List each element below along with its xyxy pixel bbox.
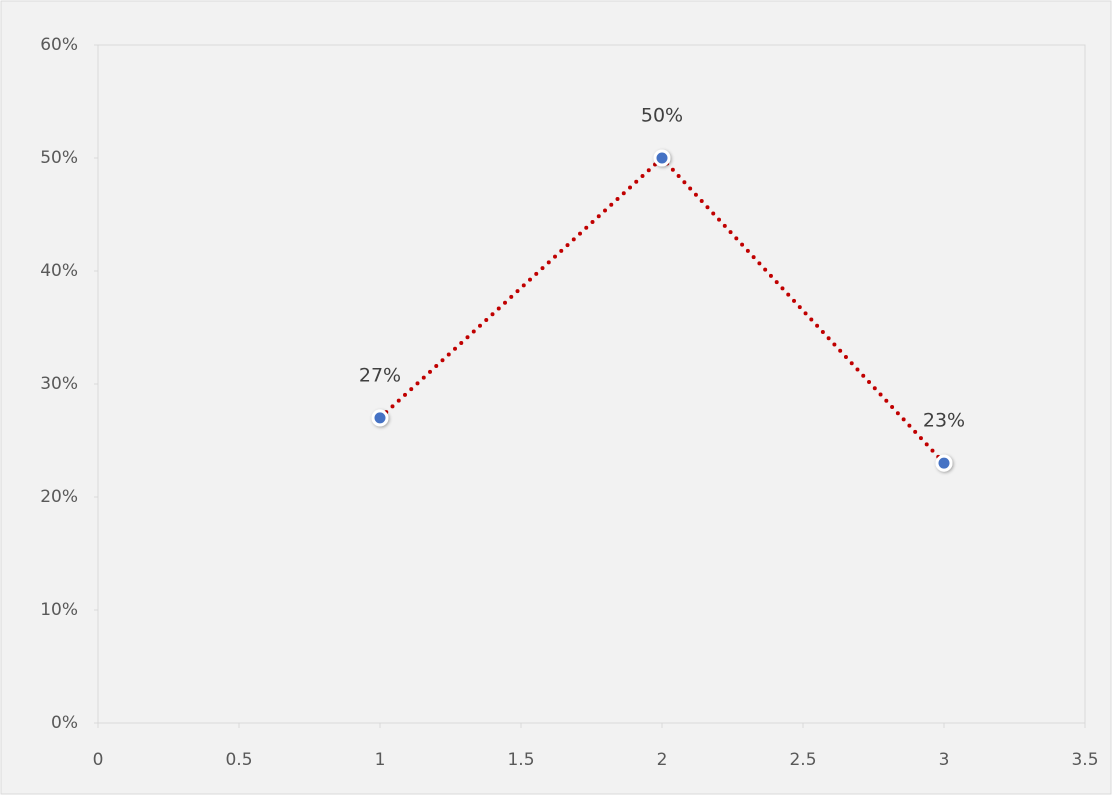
y-tick-label: 50% [40,148,78,168]
x-tick-label: 1.5 [507,750,534,770]
data-label: 23% [923,410,965,432]
y-tick-label: 20% [40,487,78,507]
data-label: 50% [641,105,683,127]
x-tick-label: 0.5 [225,750,252,770]
x-tick-label: 2.5 [789,750,816,770]
data-point [653,149,671,167]
y-tick-label: 0% [51,713,78,733]
data-label: 27% [359,364,401,386]
x-tick-label: 0 [93,750,104,770]
x-tick-label: 3 [939,750,950,770]
x-tick-label: 2 [657,750,668,770]
data-point [935,454,953,472]
y-tick-label: 30% [40,374,78,394]
y-tick-label: 40% [40,261,78,281]
x-tick-label: 1 [375,750,386,770]
y-tick-label: 60% [40,35,78,55]
y-tick-label: 10% [40,600,78,620]
data-point [371,409,389,427]
x-tick-label: 3.5 [1071,750,1098,770]
